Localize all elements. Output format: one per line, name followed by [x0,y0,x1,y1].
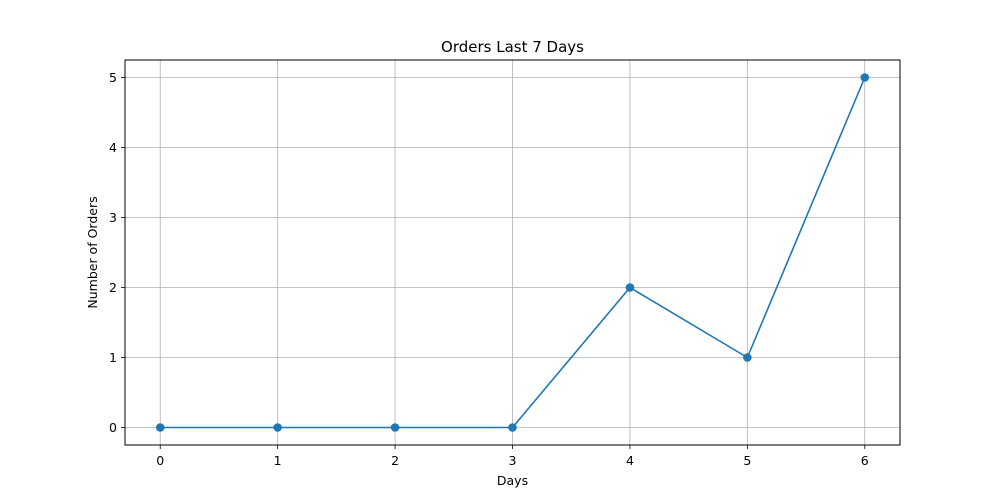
y-tick-label: 4 [109,140,117,155]
data-point [155,423,165,432]
x-tick-label: 2 [391,453,399,468]
data-point [508,423,517,432]
series-layer [155,73,870,432]
x-tick-label: 6 [861,453,869,468]
y-tick-label: 3 [109,210,117,225]
data-point [625,283,635,292]
axis-ticks: 0 1 2 3 4 5 6 0 1 2 3 4 5 [109,70,869,468]
data-point [390,423,400,432]
data-point [273,423,282,432]
x-tick-label: 5 [743,453,751,468]
x-tick-label: 3 [509,453,517,468]
x-tick-label: 4 [626,453,634,468]
data-point [860,73,870,82]
y-tick-label: 5 [109,70,117,85]
chart-title: Orders Last 7 Days [441,38,584,56]
y-tick-label: 2 [109,280,117,295]
x-axis-label: Days [497,473,528,488]
x-tick-label: 0 [156,453,164,468]
data-point [743,353,752,362]
x-tick-label: 1 [274,453,282,468]
y-tick-label: 1 [109,350,117,365]
y-axis-label: Number of Orders [85,196,100,308]
grid-lines [125,60,900,445]
y-tick-label: 0 [109,420,117,435]
